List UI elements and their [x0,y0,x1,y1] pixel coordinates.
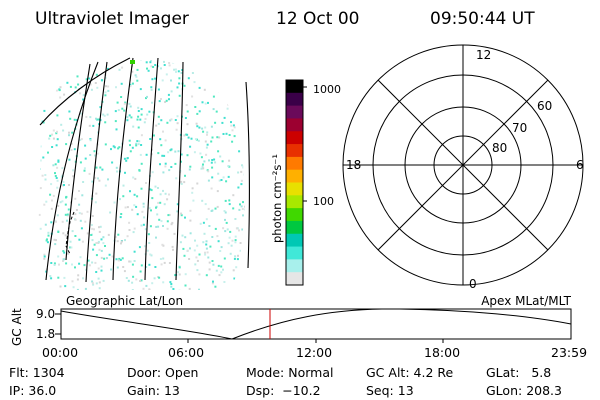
colorbar-swatch [286,144,303,158]
colorbar-swatch [286,118,303,132]
footer-dsp: Dsp: −10.2 [246,383,321,398]
color-bar [285,79,304,286]
colorbar-tick-1000: 1000 [313,83,341,96]
mlt-label-6: 6 [576,158,584,172]
polar-mlt-plot [342,44,584,286]
colorbar-swatch [286,272,303,286]
footer-glon: GLon: 208.3 [486,383,562,398]
colorbar-swatch [286,220,303,235]
timeline-xtick-0600: 06:00 [168,345,204,360]
observation-time: 09:50:44 UT [430,9,535,29]
timeline-xtick-1800: 18:00 [424,345,460,360]
lat-label-70: 70 [512,121,527,135]
footer-flt: Flt: 1304 [9,365,65,380]
altitude-timeline [55,308,572,343]
footer-mode: Mode: Normal [246,365,334,380]
colorbar-swatch [286,169,303,183]
footer-door: Door: Open [127,365,199,380]
colorbar-swatch [286,131,303,145]
colorbar-swatch [286,105,303,119]
timeline-ytick-low: 1.8 [36,327,55,341]
timeline-left-title: Geographic Lat/Lon [66,294,183,308]
colorbar-swatch [286,195,303,209]
footer-seq: Seq: 13 [366,383,414,398]
footer-glat: GLat: 5.8 [486,365,552,380]
footer-gain: Gain: 13 [127,383,180,398]
colorbar-unit-label: photon cm⁻²s⁻¹ [270,154,284,243]
colorbar-swatch [286,92,303,107]
footer-ip: IP: 36.0 [9,383,57,398]
colorbar-swatch [286,156,303,171]
timeline-xtick-0000: 00:00 [42,345,78,360]
colorbar-swatch [286,208,303,222]
mlt-label-18: 18 [346,158,361,172]
footer-gc-alt: GC Alt: 4.2 Re [366,365,454,380]
altitude-curve [60,308,572,340]
colorbar-swatch [286,233,303,248]
timeline-xtick-2359: 23:59 [551,345,587,360]
uv-earth-image [38,57,250,290]
timeline-y-label: GC Alt [10,308,24,346]
instrument-title: Ultraviolet Imager [35,9,189,29]
mlt-label-12: 12 [476,48,491,62]
timeline-ytick-high: 9.0 [36,307,55,321]
timeline-xtick-1200: 12:00 [296,345,332,360]
observation-date: 12 Oct 00 [276,9,360,29]
colorbar-tick-100: 100 [313,195,334,208]
colorbar-swatch [286,182,303,196]
lat-label-80: 80 [492,141,507,155]
colorbar-swatch [286,246,303,260]
colorbar-swatch [286,80,303,94]
bright-pixel [130,60,135,64]
lat-label-60: 60 [537,99,552,113]
timeline-right-title: Apex MLat/MLT [481,294,571,308]
colorbar-swatch [286,259,303,273]
coastline-outline [65,211,75,255]
mlt-label-0: 0 [469,277,477,291]
